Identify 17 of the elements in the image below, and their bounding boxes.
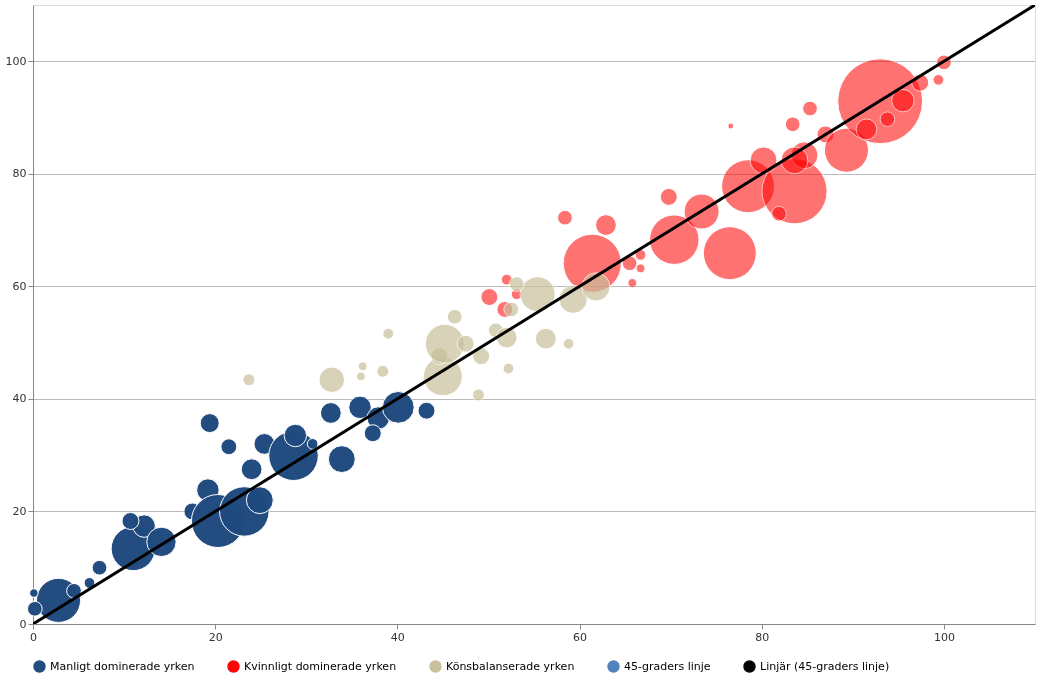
legend-label: Linjär (45-graders linje) <box>760 659 890 673</box>
x-tick-label: 60 <box>573 630 588 644</box>
legend-label: 45-graders linje <box>624 659 711 673</box>
y-tick-label: 60 <box>12 279 27 293</box>
legend-label: Manligt dominerade yrken <box>50 659 195 673</box>
x-tick-label: 100 <box>933 630 955 644</box>
y-tick-label: 0 <box>19 617 27 631</box>
legend-label: Könsbalanserade yrken <box>446 659 575 673</box>
y-tick-label: 40 <box>12 392 27 406</box>
y-tick-label: 20 <box>12 504 27 518</box>
y-tick-label: 80 <box>12 167 27 181</box>
x-tick-label: 20 <box>208 630 223 644</box>
x-tick-label: 80 <box>755 630 770 644</box>
legend-label: Kvinnligt dominerade yrken <box>244 659 397 673</box>
x-tick-label: 40 <box>390 630 405 644</box>
x-tick-label: 0 <box>30 630 37 644</box>
y-tick-label: 100 <box>5 54 27 68</box>
